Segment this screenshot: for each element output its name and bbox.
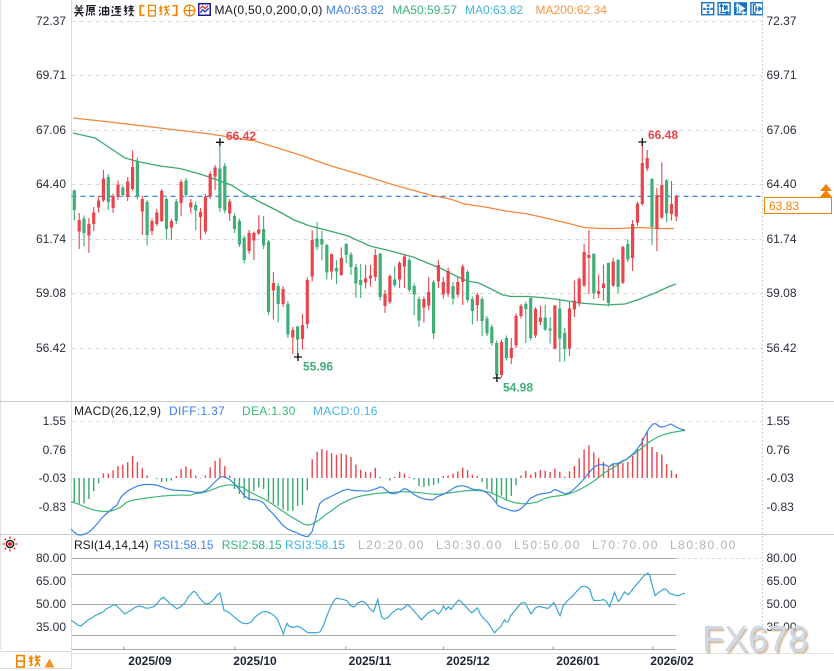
svg-text:66.48: 66.48 [648,128,678,142]
svg-text:54.98: 54.98 [503,381,533,395]
svg-text:66.42: 66.42 [226,129,256,143]
svg-text:55.96: 55.96 [303,360,333,374]
